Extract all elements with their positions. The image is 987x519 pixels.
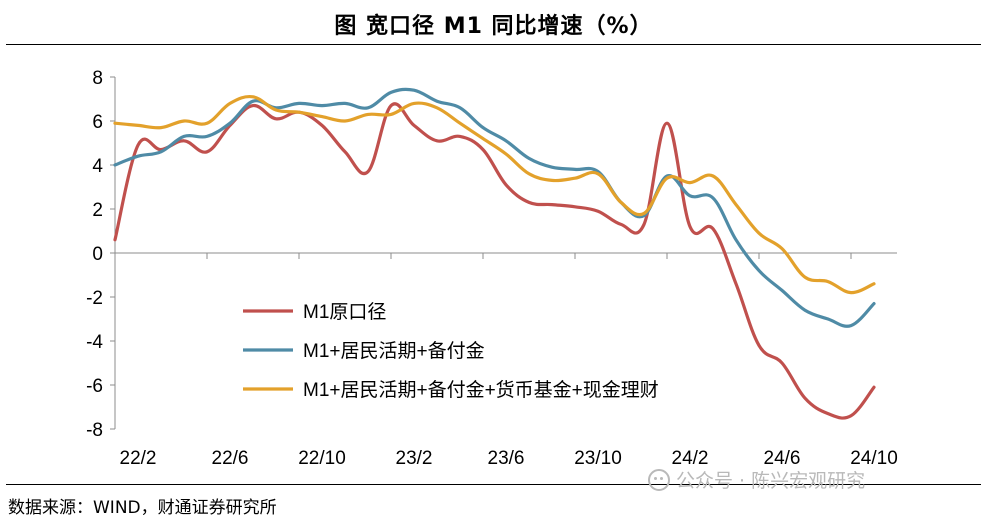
chart-title: 图 宽口径 M1 同比增速（%）	[334, 14, 653, 39]
x-tick-label: 24/2	[672, 448, 709, 469]
legend-label-1: M1原口径	[303, 301, 386, 323]
x-tick-label: 24/10	[850, 448, 898, 469]
series-line-3	[113, 94, 876, 295]
legend-label-3: M1+居民活期+备付金+货币基金+现金理财	[303, 379, 659, 401]
x-tick-label: 22/6	[212, 448, 249, 469]
y-tick-label: 0	[92, 244, 103, 265]
x-tick-label: 23/2	[396, 448, 433, 469]
y-tick-label: 6	[92, 112, 103, 133]
y-tick-label: 4	[92, 156, 103, 177]
source-note: 数据来源：WIND，财通证券研究所	[8, 498, 277, 518]
series-line-1	[113, 102, 876, 420]
x-tick-label: 23/10	[574, 448, 622, 469]
wechat-icon	[648, 468, 670, 491]
x-tick-label: 22/2	[120, 448, 157, 469]
x-tick-label: 22/10	[298, 448, 346, 469]
y-tick-label: -6	[86, 376, 103, 397]
footer-rule	[6, 484, 981, 485]
legend-label-2: M1+居民活期+备付金	[303, 340, 485, 362]
title-rule	[6, 44, 981, 45]
y-tick-label: -8	[86, 420, 103, 441]
watermark-text: 公众号 · 陈兴宏观研究	[676, 470, 866, 492]
y-tick-label: -4	[86, 332, 103, 353]
x-tick-label: 24/6	[764, 448, 801, 469]
y-tick-label: 2	[92, 200, 103, 221]
series-line-2	[113, 87, 876, 328]
x-tick-label: 23/6	[488, 448, 525, 469]
y-tick-label: 8	[92, 68, 103, 89]
y-tick-label: -2	[86, 288, 103, 309]
watermark: 公众号 · 陈兴宏观研究	[648, 466, 865, 493]
